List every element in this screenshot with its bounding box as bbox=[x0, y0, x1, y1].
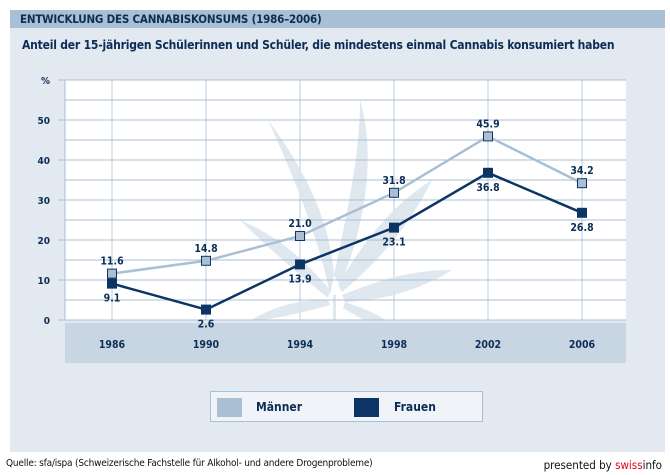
x-tick-label: 2002 bbox=[475, 339, 501, 351]
y-tick-label: 20 bbox=[37, 236, 50, 247]
presented-by: presented by swissinfo bbox=[544, 458, 662, 472]
y-tick-label: 30 bbox=[37, 196, 50, 207]
data-point-maenner bbox=[483, 131, 493, 142]
brand-swiss: swiss bbox=[615, 458, 643, 472]
series-group: 11.6 14.8 21.0 31.8 45.9 34.2 9.1 2.6 13.9 23.1 36… bbox=[100, 118, 593, 330]
data-point-maenner bbox=[201, 255, 211, 266]
y-axis: 0 10 20 30 40 50% bbox=[37, 76, 50, 327]
x-tick-label: 1990 bbox=[193, 339, 220, 351]
data-point-frauen bbox=[483, 167, 493, 178]
y-tick-label: 50 bbox=[37, 116, 50, 127]
data-label-frauen: 23.1 bbox=[382, 237, 405, 249]
legend-label-maenner: Männer bbox=[256, 400, 303, 414]
data-label-maenner: 21.0 bbox=[288, 218, 312, 230]
chart-title-bar: ENTWICKLUNG DES CANNABISKONSUMS (1986–20… bbox=[10, 10, 665, 28]
x-axis: 1986 1990 1994 1998 2002 2006 bbox=[99, 339, 596, 351]
data-point-maenner bbox=[389, 187, 399, 198]
grid-lines bbox=[58, 79, 626, 321]
y-tick-label: 0 bbox=[44, 316, 50, 327]
x-tick-label: 1998 bbox=[381, 339, 407, 351]
data-point-frauen bbox=[577, 207, 587, 218]
y-axis-unit-label: % bbox=[41, 76, 50, 87]
chart-subtitle: Anteil der 15-jährigen Schülerinnen und … bbox=[22, 38, 615, 52]
data-label-maenner: 14.8 bbox=[194, 243, 217, 255]
data-point-frauen bbox=[389, 222, 399, 233]
x-tick-label: 1994 bbox=[287, 339, 314, 351]
series-line-frauen bbox=[111, 171, 583, 311]
x-axis-band bbox=[65, 323, 626, 363]
data-point-maenner bbox=[107, 268, 117, 279]
data-point-maenner bbox=[577, 178, 587, 189]
data-label-maenner: 45.9 bbox=[476, 118, 499, 130]
data-label-maenner: 11.6 bbox=[100, 256, 124, 268]
data-label-maenner: 34.2 bbox=[570, 165, 593, 177]
data-label-maenner: 31.8 bbox=[382, 175, 405, 187]
legend-swatch-maenner bbox=[217, 398, 242, 417]
presented-prefix: presented by bbox=[543, 458, 616, 472]
data-label-frauen: 2.6 bbox=[198, 319, 215, 331]
y-tick-label: 10 bbox=[37, 276, 50, 287]
data-label-frauen: 36.8 bbox=[476, 182, 499, 194]
x-tick-label: 1986 bbox=[99, 339, 126, 351]
brand-info: info bbox=[642, 458, 662, 472]
data-label-frauen: 26.8 bbox=[570, 222, 593, 234]
legend-swatch-frauen bbox=[354, 398, 379, 417]
data-label-frauen: 9.1 bbox=[104, 293, 121, 305]
data-point-maenner bbox=[295, 231, 305, 241]
chart-title: ENTWICKLUNG DES CANNABISKONSUMS (1986–20… bbox=[20, 12, 322, 26]
data-point-frauen bbox=[295, 259, 305, 270]
source-note: Quelle: sfa/ispa (Schweizerische Fachste… bbox=[6, 458, 373, 469]
y-tick-label: 40 bbox=[37, 156, 50, 167]
x-tick-label: 2006 bbox=[569, 339, 596, 351]
data-label-frauen: 13.9 bbox=[288, 273, 311, 285]
legend-label-frauen: Frauen bbox=[394, 400, 436, 414]
data-point-frauen bbox=[107, 278, 117, 289]
legend: Männer Frauen bbox=[210, 391, 483, 422]
data-point-frauen bbox=[201, 304, 211, 315]
series-line-maenner bbox=[111, 134, 583, 275]
